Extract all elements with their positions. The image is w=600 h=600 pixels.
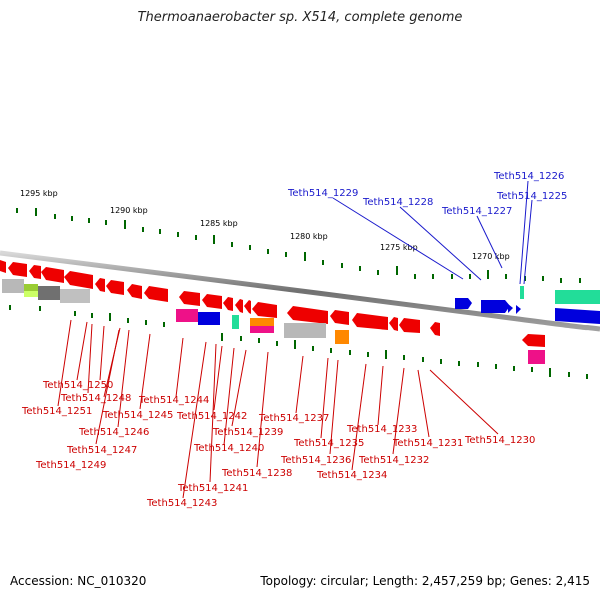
gene	[352, 313, 388, 330]
gene	[60, 289, 90, 303]
gene-label[interactable]: Teth514_1242	[176, 411, 247, 422]
gene	[95, 278, 105, 292]
gene-label[interactable]: Teth514_1236	[280, 455, 351, 466]
gene	[335, 330, 349, 344]
other-genes	[2, 279, 600, 364]
gene	[399, 318, 420, 333]
reverse-strand-genes	[0, 260, 545, 347]
gene	[287, 306, 328, 324]
gene-label[interactable]: Teth514_1251	[21, 406, 92, 417]
gene-label[interactable]: Teth514_1244	[138, 395, 209, 406]
gene-label[interactable]: Teth514_1227	[441, 206, 512, 217]
gene	[389, 317, 398, 331]
gene-label[interactable]: Teth514_1229	[287, 188, 358, 199]
gene	[430, 322, 440, 336]
gene	[528, 350, 545, 364]
bottom-labels: Teth514_1250 Teth514_1248 Teth514_1251 T…	[21, 380, 535, 509]
bottom-connectors	[57, 319, 499, 499]
gene	[176, 309, 198, 322]
gene-label[interactable]: Teth514_1239	[212, 427, 283, 438]
gene-label[interactable]: Teth514_1243	[146, 498, 217, 509]
forward-strand-genes	[455, 286, 600, 314]
gene-label[interactable]: Teth514_1245	[102, 410, 173, 421]
scale-label: 1275 kbp	[380, 243, 418, 252]
gene-label[interactable]: Teth514_1246	[78, 427, 149, 438]
gene	[516, 305, 521, 314]
gene	[24, 284, 38, 291]
gene	[0, 260, 6, 273]
gene	[198, 312, 220, 325]
gene-label[interactable]: Teth514_1234	[316, 470, 387, 481]
gene	[232, 315, 239, 329]
gene	[252, 302, 277, 318]
gene-label[interactable]: Teth514_1231	[392, 438, 463, 449]
gene-label[interactable]: Teth514_1248	[60, 393, 131, 404]
gene	[223, 297, 233, 311]
gene	[250, 326, 274, 333]
gene	[41, 267, 64, 283]
gene	[481, 300, 510, 313]
gene-label[interactable]: Teth514_1225	[496, 191, 567, 202]
gene	[555, 308, 600, 324]
accession-text: Accession: NC_010320	[10, 574, 147, 588]
gene	[106, 280, 124, 295]
page-title: Thermoanaerobacter sp. X514, complete ge…	[137, 10, 463, 25]
gene	[520, 286, 524, 299]
top-labels: Teth514_1229 Teth514_1228 Teth514_1227 T…	[287, 171, 567, 217]
gene	[235, 299, 243, 313]
scale-label: 1295 kbp	[20, 189, 58, 198]
gene	[144, 286, 168, 302]
gene	[38, 286, 60, 300]
gene-label[interactable]: Teth514_1233	[346, 424, 417, 435]
gene-label[interactable]: Teth514_1235	[293, 438, 364, 449]
gene-label[interactable]: Teth514_1228	[362, 197, 433, 208]
gene-label[interactable]: Teth514_1249	[35, 460, 106, 471]
scale-ticks	[16, 208, 581, 283]
gene	[250, 318, 274, 326]
gene-label[interactable]: Teth514_1241	[177, 483, 248, 494]
gene	[179, 291, 200, 306]
gene-label[interactable]: Teth514_1226	[493, 171, 564, 182]
gene-label[interactable]: Teth514_1250	[42, 380, 113, 391]
top-connectors	[332, 180, 533, 285]
scale-labels: 1295 kbp 1290 kbp 1285 kbp 1280 kbp 1275…	[20, 189, 510, 261]
gene-label[interactable]: Teth514_1230	[464, 435, 535, 446]
gene	[127, 284, 142, 299]
gene	[29, 265, 41, 279]
scale-label: 1285 kbp	[200, 219, 238, 228]
scale-label: 1270 kbp	[472, 252, 510, 261]
gene	[508, 304, 513, 313]
gene-label[interactable]: Teth514_1238	[221, 468, 292, 479]
gene	[555, 290, 600, 304]
gene	[24, 291, 38, 297]
genome-backbone	[0, 250, 600, 332]
gene	[522, 334, 545, 347]
gene-label[interactable]: Teth514_1247	[66, 445, 137, 456]
genome-summary-text: Topology: circular; Length: 2,457,259 bp…	[260, 574, 590, 588]
gene	[2, 279, 24, 293]
gene-label[interactable]: Teth514_1232	[358, 455, 429, 466]
gene	[64, 271, 93, 289]
gene	[284, 323, 326, 338]
scale-label: 1290 kbp	[110, 206, 148, 215]
gene-label[interactable]: Teth514_1240	[193, 443, 264, 454]
inner-ticks	[9, 305, 588, 379]
gene	[330, 310, 349, 325]
gene-label[interactable]: Teth514_1237	[258, 413, 329, 424]
gene	[202, 294, 222, 309]
scale-label: 1280 kbp	[290, 232, 328, 241]
gene	[8, 262, 27, 277]
gene	[244, 300, 251, 314]
gene	[455, 298, 472, 309]
